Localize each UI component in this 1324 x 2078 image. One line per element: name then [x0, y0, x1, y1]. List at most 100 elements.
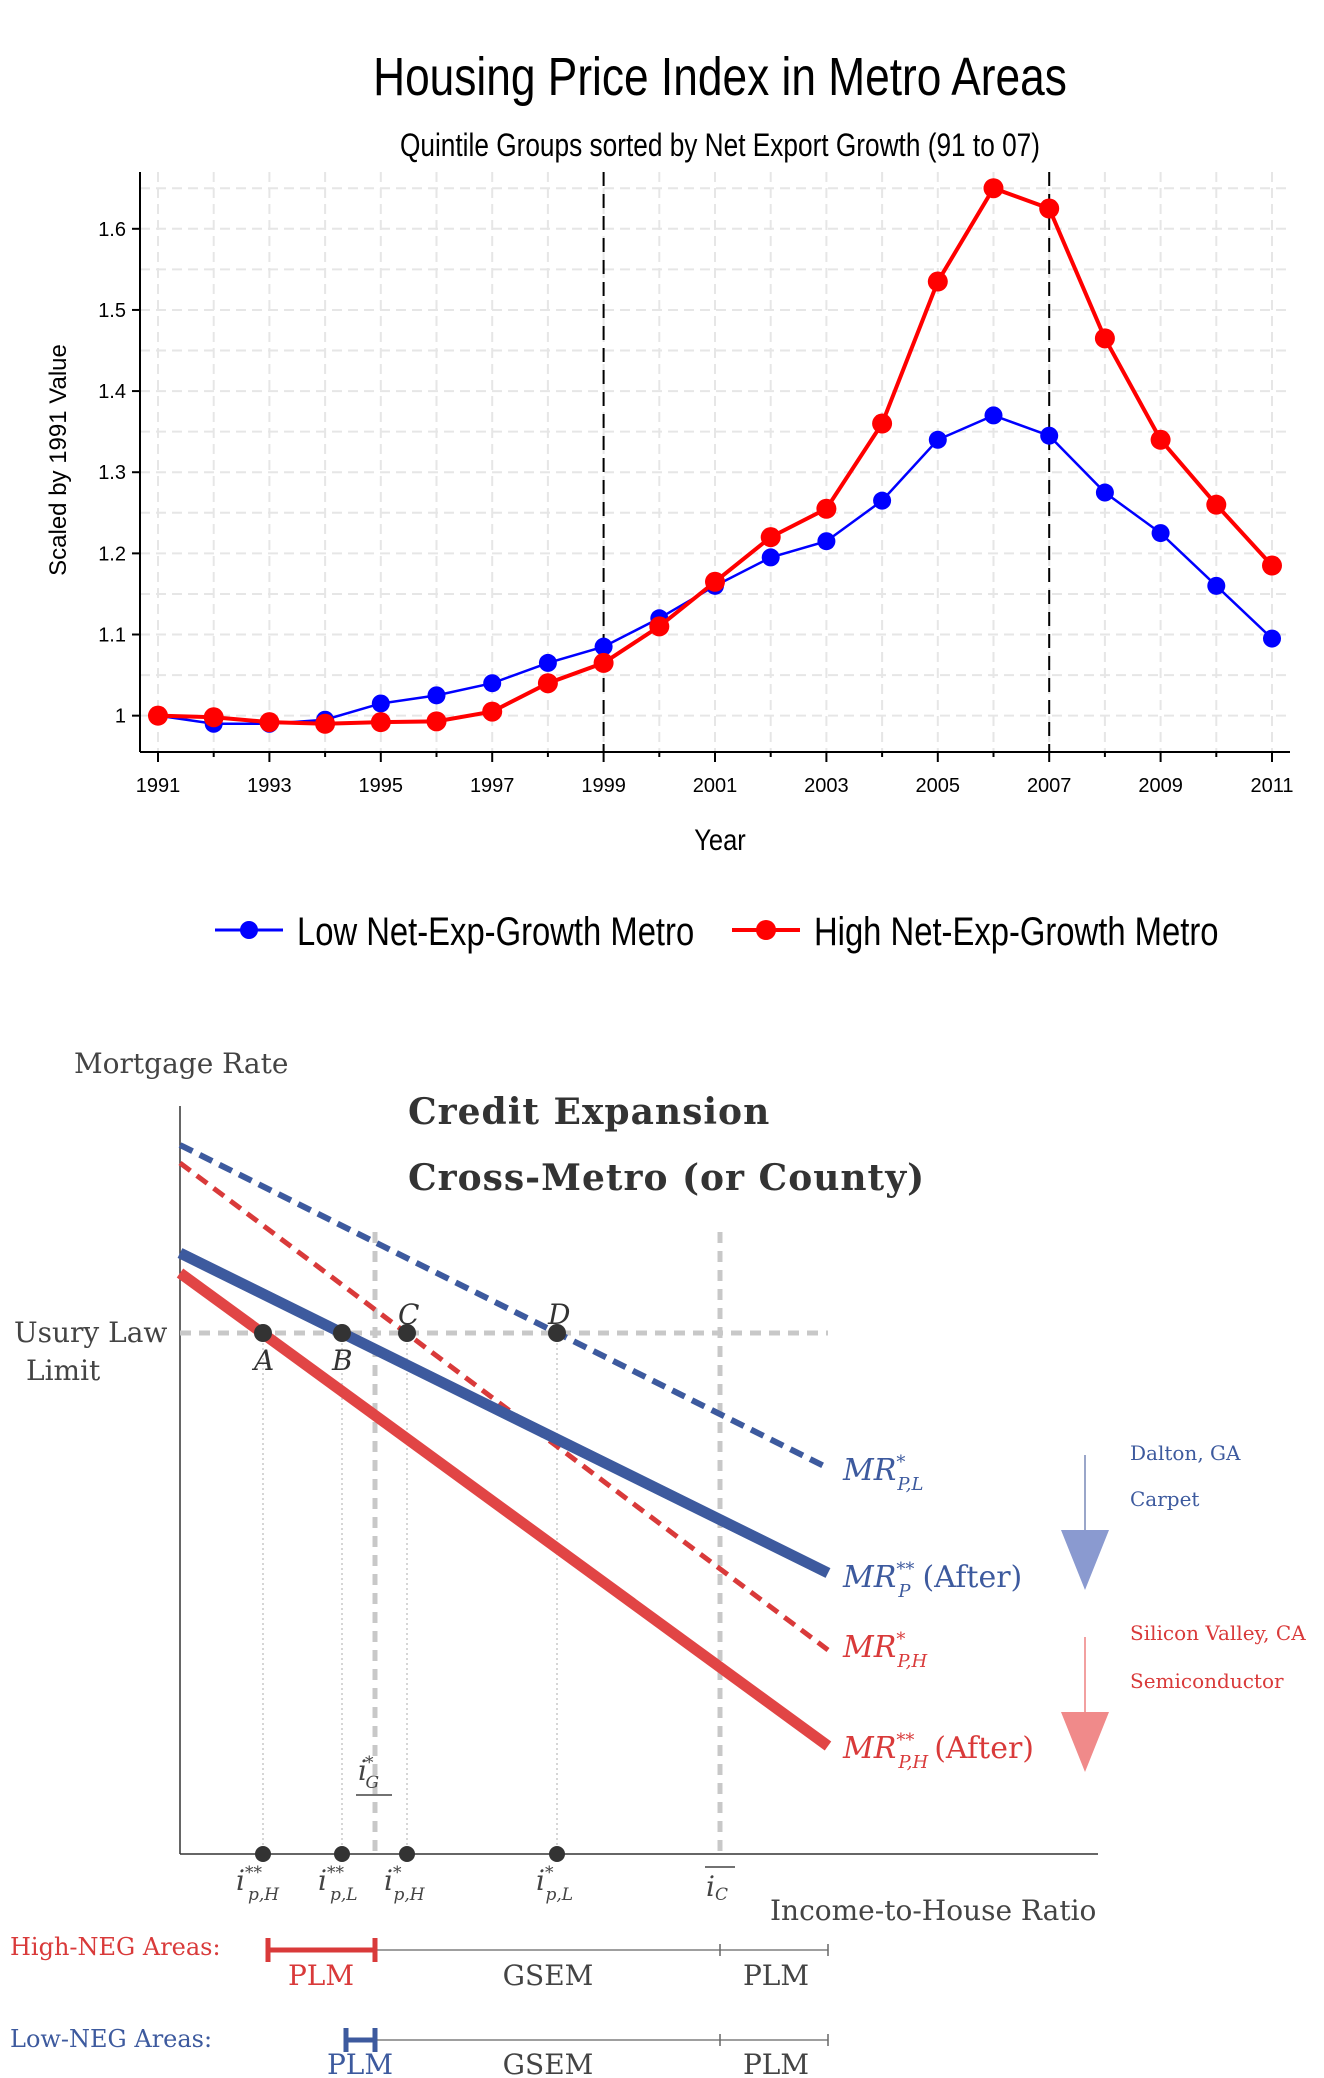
x-tick-label: 1999 — [581, 775, 626, 797]
diagram-y-axis-label: Mortgage Rate — [74, 1047, 288, 1080]
annotation-low-industry: Carpet — [1130, 1487, 1199, 1511]
series-point — [1262, 555, 1282, 576]
series-point — [1151, 524, 1170, 543]
series-point — [1040, 426, 1059, 445]
series-group — [148, 178, 1282, 734]
series-point — [760, 527, 781, 548]
arrow-down-high-icon — [1061, 1637, 1109, 1772]
diagram-subtitle: Cross-Metro (or County) — [408, 1157, 925, 1199]
x-tick-label: 2009 — [1138, 775, 1183, 797]
series-point — [203, 707, 224, 728]
series-point — [370, 712, 391, 733]
regime-high: High-NEG Areas: PLM GSEM PLM — [10, 1933, 829, 1992]
regime-low-plm-left: PLM — [327, 2048, 393, 2078]
x-tick-label: 1997 — [470, 775, 515, 797]
annotation-low-place: Dalton, GA — [1130, 1441, 1241, 1465]
series-point — [483, 674, 502, 693]
annotation-low: Dalton, GA Carpet — [1130, 1441, 1241, 1511]
ig-label: i* G — [356, 1753, 392, 1796]
series-point — [705, 571, 725, 592]
point-b — [333, 1324, 351, 1342]
x-tick-label: 2011 — [1250, 775, 1293, 797]
arrow-down-low-icon — [1061, 1455, 1109, 1590]
legend-label-low: Low Net-Exp-Growth Metro — [297, 909, 694, 954]
series-point — [426, 711, 447, 732]
legend-item-high: High Net-Exp-Growth Metro — [732, 909, 1218, 954]
regime-high-label: High-NEG Areas: — [10, 1933, 221, 1961]
point-c — [398, 1324, 416, 1342]
drop-lines — [262, 1333, 558, 1854]
curve-mr-pl — [178, 1142, 830, 1471]
regime-low: Low-NEG Areas: PLM GSEM PLM — [10, 2025, 829, 2078]
series-point — [1206, 494, 1227, 515]
series-point — [259, 712, 280, 733]
point-label-a: A — [251, 1344, 274, 1377]
curve-mr-ph-after — [176, 1268, 832, 1751]
series-point — [927, 271, 948, 292]
x-tick-label: 2001 — [693, 775, 738, 797]
x-tick-label: 1991 — [136, 775, 181, 797]
series-point — [761, 548, 780, 567]
legend-label-high: High Net-Exp-Growth Metro — [814, 909, 1218, 954]
point-label-c: C — [398, 1298, 419, 1331]
regime-high-gsem: GSEM — [503, 1959, 594, 1992]
point-labels: A B C D — [251, 1298, 570, 1377]
series-point — [872, 413, 893, 434]
y-tick-label: 1 — [115, 706, 126, 728]
tick-i-s-pl: i* p,L — [536, 1863, 573, 1905]
series-point — [983, 178, 1004, 199]
x-tick-label: 2007 — [1027, 775, 1072, 797]
series-point — [816, 498, 837, 519]
label-mr-ph-after: MR** P,H (After) — [842, 1730, 1034, 1773]
y-tick-label: 1.4 — [98, 381, 126, 403]
label-mr-pl: MR* P,L — [842, 1452, 923, 1495]
series-point — [817, 532, 836, 551]
point-label-b: B — [331, 1344, 353, 1377]
series-point — [315, 713, 336, 734]
regime-high-plm-right: PLM — [743, 1959, 809, 1992]
credit-expansion-diagram: Mortgage Rate Credit Expansion Cross-Met… — [10, 1047, 1306, 2078]
usury-label-line2: Limit — [26, 1354, 101, 1387]
label-mr-p-after: MR** P (After) — [842, 1559, 1022, 1602]
diagram-x-axis-label: Income-to-House Ratio — [770, 1894, 1096, 1927]
x-tick-label: 2003 — [804, 775, 849, 797]
annotation-high-place: Silicon Valley, CA — [1130, 1621, 1306, 1645]
series-point — [873, 491, 892, 510]
x-tick-label: 2005 — [916, 775, 961, 797]
y-tick-label: 1.2 — [98, 543, 126, 565]
svg-text:i*G: i* G — [358, 1753, 379, 1793]
reference-grid — [180, 1232, 828, 1854]
tick-i-ss-ph: i** p,H — [236, 1863, 280, 1905]
reference-lines — [602, 172, 1051, 752]
series-point — [482, 701, 503, 722]
intersection-points — [254, 1324, 566, 1342]
chart-title: Housing Price Index in Metro Areas — [373, 47, 1067, 107]
housing-price-chart: Housing Price Index in Metro Areas Quint… — [45, 47, 1294, 954]
x-tick-label: 1995 — [359, 775, 404, 797]
series-point — [594, 637, 613, 656]
curve-mr-ph — [178, 1161, 830, 1652]
y-tick-label: 1.5 — [98, 300, 126, 322]
annotation-high: Silicon Valley, CA Semiconductor — [1130, 1621, 1306, 1693]
y-tick-label: 1.6 — [98, 219, 126, 241]
series-point — [1263, 629, 1281, 648]
series-point — [427, 686, 446, 705]
usury-label-line1: Usury Law — [14, 1316, 167, 1349]
mr-curves — [176, 1142, 832, 1751]
label-mr-ph: MR* P,H — [842, 1629, 927, 1672]
curve-labels: MR* P,L MR** P (After) MR* P,H MR** P,H (After… — [842, 1452, 1034, 1773]
tick-i-ss-pl: i** p,L — [318, 1863, 358, 1905]
annotation-high-industry: Semiconductor — [1130, 1669, 1284, 1693]
x-tick-label: 1993 — [247, 775, 292, 797]
legend-item-low: Low Net-Exp-Growth Metro — [215, 909, 694, 954]
y-axis-label: Scaled by 1991 Value — [45, 344, 72, 576]
series-point — [1150, 429, 1171, 450]
curve-mr-p-after — [177, 1248, 831, 1578]
point-d — [548, 1324, 566, 1342]
chart-subtitle: Quintile Groups sorted by Net Export Gro… — [400, 129, 1040, 164]
regime-low-plm-right: PLM — [743, 2048, 809, 2078]
diagram-title: Credit Expansion — [408, 1091, 770, 1133]
axes: 1 1.1 1.2 1.3 1.4 1.5 1.6 1991 1993 1995 1997 1999 2… — [98, 172, 1294, 797]
regime-low-gsem: GSEM — [503, 2048, 594, 2078]
series-point — [1094, 328, 1115, 349]
